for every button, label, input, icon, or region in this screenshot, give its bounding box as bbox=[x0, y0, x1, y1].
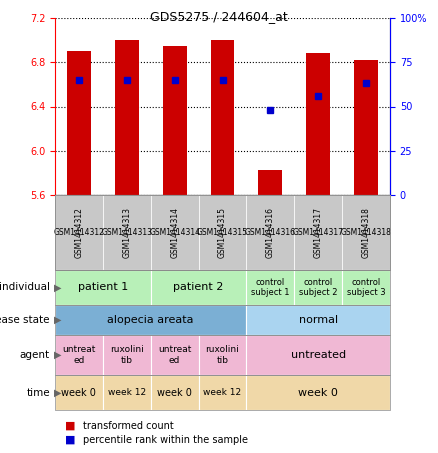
Text: GSM1414313: GSM1414313 bbox=[101, 228, 152, 237]
Text: untreated: untreated bbox=[291, 350, 346, 360]
Text: individual: individual bbox=[0, 283, 50, 293]
Bar bbox=[354, 60, 378, 195]
Text: GSM1414314: GSM1414314 bbox=[170, 207, 179, 258]
Text: GSM1414318: GSM1414318 bbox=[362, 207, 371, 258]
Text: agent: agent bbox=[20, 350, 50, 360]
Text: GSM1414316: GSM1414316 bbox=[245, 228, 296, 237]
Text: week 12: week 12 bbox=[108, 388, 146, 397]
Text: control
subject 3: control subject 3 bbox=[347, 278, 385, 297]
Text: normal: normal bbox=[299, 315, 338, 325]
Bar bbox=[162, 46, 187, 195]
Text: ruxolini
tib: ruxolini tib bbox=[110, 345, 144, 365]
Text: week 0: week 0 bbox=[157, 387, 192, 397]
Text: percentile rank within the sample: percentile rank within the sample bbox=[82, 435, 247, 445]
Text: GSM1414315: GSM1414315 bbox=[218, 207, 227, 258]
Text: transformed count: transformed count bbox=[82, 421, 173, 431]
Text: ruxolini
tib: ruxolini tib bbox=[205, 345, 240, 365]
Text: untreat
ed: untreat ed bbox=[62, 345, 95, 365]
Text: week 12: week 12 bbox=[203, 388, 242, 397]
Text: ▶: ▶ bbox=[54, 283, 62, 293]
Text: GSM1414312: GSM1414312 bbox=[53, 228, 104, 237]
Bar bbox=[258, 169, 283, 195]
Text: alopecia areata: alopecia areata bbox=[107, 315, 194, 325]
Text: control
subject 2: control subject 2 bbox=[299, 278, 337, 297]
Text: GSM1414313: GSM1414313 bbox=[122, 207, 131, 258]
Text: control
subject 1: control subject 1 bbox=[251, 278, 290, 297]
Bar bbox=[67, 51, 91, 195]
Text: patient 1: patient 1 bbox=[78, 283, 128, 293]
Bar bbox=[115, 40, 139, 195]
Bar bbox=[211, 40, 234, 195]
Text: GSM1414317: GSM1414317 bbox=[314, 207, 323, 258]
Text: week 0: week 0 bbox=[298, 387, 338, 397]
Text: time: time bbox=[26, 387, 50, 397]
Text: GSM1414312: GSM1414312 bbox=[74, 207, 83, 258]
Text: GSM1414314: GSM1414314 bbox=[149, 228, 200, 237]
Text: ■: ■ bbox=[65, 421, 75, 431]
Text: ▶: ▶ bbox=[54, 387, 62, 397]
Text: patient 2: patient 2 bbox=[173, 283, 224, 293]
Text: ■: ■ bbox=[65, 435, 75, 445]
Text: GSM1414318: GSM1414318 bbox=[341, 228, 392, 237]
Text: disease state: disease state bbox=[0, 315, 50, 325]
Text: untreat
ed: untreat ed bbox=[158, 345, 191, 365]
Text: week 0: week 0 bbox=[61, 387, 96, 397]
Text: GSM1414316: GSM1414316 bbox=[266, 207, 275, 258]
Text: GDS5275 / 244604_at: GDS5275 / 244604_at bbox=[150, 10, 288, 23]
Text: ▶: ▶ bbox=[54, 350, 62, 360]
Text: ▶: ▶ bbox=[54, 315, 62, 325]
Bar bbox=[306, 53, 330, 195]
Text: GSM1414315: GSM1414315 bbox=[197, 228, 248, 237]
Text: GSM1414317: GSM1414317 bbox=[293, 228, 344, 237]
